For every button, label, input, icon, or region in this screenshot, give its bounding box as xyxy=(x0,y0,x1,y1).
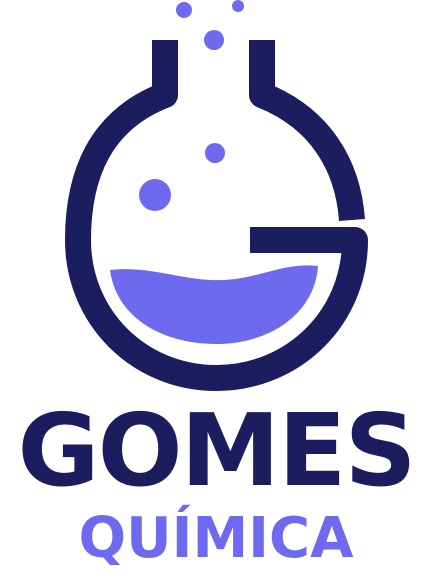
flask-liquid xyxy=(110,265,318,344)
bubble-icon xyxy=(176,2,192,18)
flask-outline xyxy=(65,40,368,391)
bubble-icon xyxy=(204,30,224,50)
bubble-icon xyxy=(232,0,244,12)
bubble-icon xyxy=(139,179,171,211)
brand-name: GOMES xyxy=(17,392,417,509)
brand-subtitle: QUÍMICA xyxy=(78,506,354,571)
bubble-icon xyxy=(205,143,225,163)
flask-g-icon xyxy=(65,0,368,391)
